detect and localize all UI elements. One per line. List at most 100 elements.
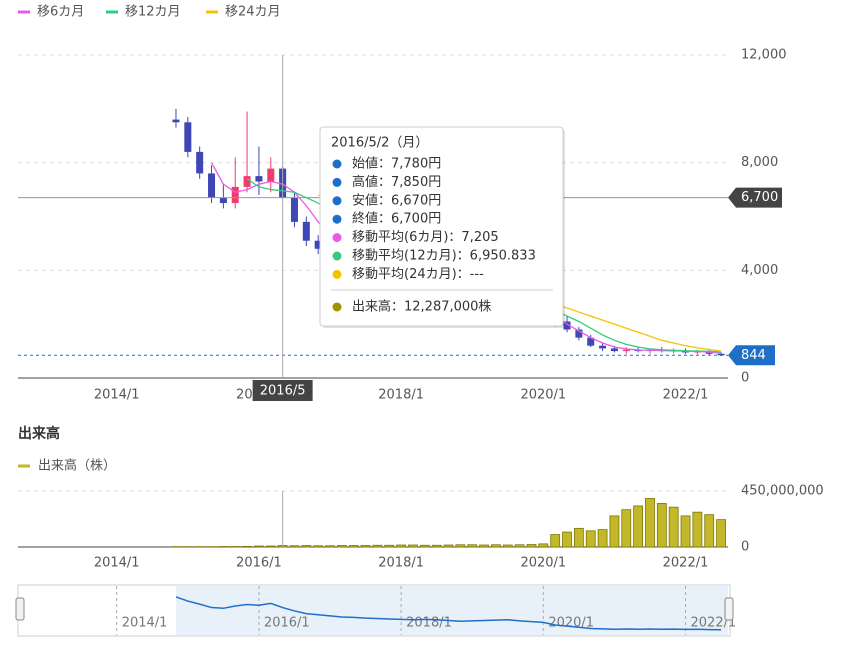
volume-bar <box>514 544 525 548</box>
volume-bar <box>621 509 632 548</box>
tooltip-item: 移動平均(6カ月)：7,205 <box>352 230 499 245</box>
tooltip-dot <box>332 302 342 312</box>
volume-bar <box>348 545 359 548</box>
tooltip-item: 移動平均(12カ月)：6,950.833 <box>352 249 536 264</box>
legend-label: 移12カ月 <box>125 5 181 20</box>
candle-body <box>184 122 192 152</box>
tooltip-item: 安値：6,670円 <box>352 192 441 208</box>
navigator-selection <box>175 586 729 635</box>
volume-bar <box>479 544 489 548</box>
navigator-tick-label: 2014/1 <box>122 616 168 631</box>
candle-body <box>267 168 275 182</box>
candle-body <box>575 329 583 338</box>
volume-bar <box>692 511 703 548</box>
navigator-tick-label: 2016/1 <box>264 616 310 631</box>
tooltip-dot <box>332 269 342 279</box>
y-tick-label: 8,000 <box>741 155 778 170</box>
tooltip-dot <box>332 233 342 243</box>
x-tick-label: 2018/1 <box>378 388 424 403</box>
volume-bar <box>585 530 596 548</box>
volume-bar <box>396 544 407 548</box>
volume-bar <box>645 498 655 548</box>
volume-bar <box>550 534 561 548</box>
navigator-tick-label: 2020/1 <box>548 616 594 631</box>
navigator-handle <box>724 597 734 621</box>
x-tick-label: 2014/1 <box>94 556 140 571</box>
tooltip-item: 終値：6,700円 <box>352 211 441 227</box>
volume-bar <box>668 506 679 548</box>
navigator-tick-label: 2018/1 <box>406 616 452 631</box>
crosshair-x-box <box>252 380 313 401</box>
volume-bar <box>360 545 371 548</box>
x-tick-label: 2020/1 <box>520 556 566 571</box>
crosshair-y-label: 6,700 <box>741 190 778 205</box>
crosshair-x-label: 2016/5 <box>260 384 306 399</box>
volume-bar <box>336 545 347 548</box>
tooltip-dot <box>332 196 342 206</box>
candle-body <box>231 186 239 204</box>
volume-bar <box>573 527 584 548</box>
candle-body <box>219 197 227 204</box>
x-tick-label: 2016/1 <box>236 556 282 571</box>
candle-body <box>314 240 322 249</box>
tooltip-item: 高値：7,850円 <box>352 174 441 190</box>
volume-bar <box>419 544 430 548</box>
legend-label: 出来高（株） <box>38 458 116 474</box>
y-tick-label: 12,000 <box>741 48 787 63</box>
volume-bar <box>491 544 501 548</box>
volume-bar <box>467 544 478 548</box>
x-tick-label: 2014/1 <box>94 388 140 403</box>
volume-bar <box>408 544 418 548</box>
x-tick-label: 2020/1 <box>520 388 566 403</box>
tooltip-dot <box>332 251 342 261</box>
candle-body <box>196 151 204 174</box>
legend-label: 移24カ月 <box>225 5 281 20</box>
candle-body <box>610 348 618 352</box>
last-price-label: 844 <box>741 348 766 363</box>
tooltip-dot <box>332 177 342 187</box>
candle-body <box>302 221 310 241</box>
volume-bar <box>431 544 442 548</box>
last-price-box <box>728 345 775 366</box>
candle-body <box>208 173 216 198</box>
tooltip-title: 2016/5/2（月） <box>331 136 428 151</box>
tooltip-item: 移動平均(24カ月)：--- <box>352 267 484 282</box>
volume-bar <box>526 544 537 548</box>
volume-bar <box>716 519 726 548</box>
candle-body <box>717 353 725 356</box>
legend-label: 移6カ月 <box>37 5 84 20</box>
candle-body <box>599 345 607 349</box>
y-tick-label: 0 <box>741 540 749 555</box>
volume-bar <box>242 545 252 548</box>
volume-bar <box>254 545 264 548</box>
x-tick-label: 2022/1 <box>663 388 709 403</box>
volume-bar <box>265 545 276 548</box>
volume-bar <box>372 544 383 548</box>
volume-title: 出来高 <box>18 425 60 442</box>
volume-bar <box>325 545 335 548</box>
volume-bar <box>609 515 620 548</box>
volume-bar <box>455 544 466 548</box>
volume-bar <box>289 545 300 548</box>
volume-bar <box>680 515 691 548</box>
tooltip-dot <box>332 159 342 169</box>
candle-body <box>563 321 571 330</box>
volume-bar <box>538 543 549 548</box>
crosshair-y-box <box>728 187 782 208</box>
volume-bar <box>384 544 395 548</box>
volume-bar <box>633 505 644 548</box>
x-tick-label: 2018/1 <box>378 556 424 571</box>
volume-bar <box>656 503 667 548</box>
x-tick-label: 2022/1 <box>663 556 709 571</box>
volume-bar <box>313 545 324 548</box>
y-tick-label: 450,000,000 <box>741 484 824 499</box>
y-tick-label: 0 <box>741 371 749 386</box>
candle-body <box>290 197 298 222</box>
candle-body <box>172 119 180 123</box>
tooltip-item: 始値：7,780円 <box>352 156 441 172</box>
candle-body <box>587 337 595 346</box>
tooltip-dot <box>332 214 342 224</box>
volume-bar <box>597 529 608 548</box>
volume-bar <box>502 544 513 548</box>
